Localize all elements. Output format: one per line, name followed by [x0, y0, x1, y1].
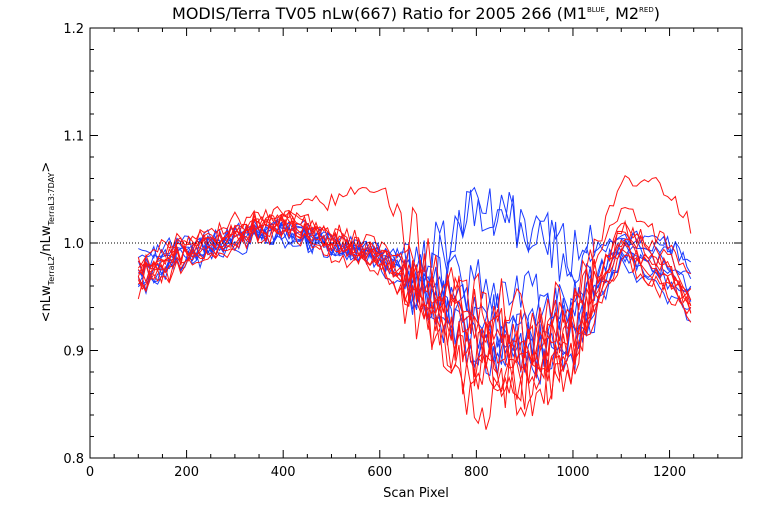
y-tick-label: 1.1: [63, 130, 84, 145]
x-axis-label: Scan Pixel: [383, 486, 449, 501]
series-line-m2-9: [137, 215, 692, 372]
y-tick-label: 0.8: [63, 452, 84, 467]
y-axis-label: <nLwTerraL2/nLwTerraL3:7DAY>: [39, 162, 56, 323]
axes: 0 200 400 600 800 1000 1200 0.8 0.9 1.0 1.1 1.2: [63, 22, 743, 480]
x-tick-label: 200: [174, 465, 199, 480]
x-tick-label: 0: [86, 465, 94, 480]
x-tick-label: 400: [271, 465, 296, 480]
series-line-m2-3: [137, 174, 692, 369]
y-tick-label: 1.2: [63, 22, 84, 37]
series-line-m2-10: [137, 205, 692, 364]
chart-title: MODIS/Terra TV05 nLw(667) Ratio for 2005…: [172, 4, 660, 23]
x-tick-label: 1000: [556, 465, 589, 480]
series-line-m2-7: [137, 206, 691, 340]
plot-area: [90, 174, 742, 430]
y-tick-label: 0.9: [63, 345, 84, 360]
x-tick-label: 600: [367, 465, 392, 480]
series-line-m2-8: [138, 219, 692, 418]
x-tick-label: 800: [464, 465, 489, 480]
series-line-m2-4: [138, 221, 692, 430]
x-tick-label: 1200: [653, 465, 686, 480]
series-line-m1-6: [137, 220, 692, 356]
y-tick-label: 1.0: [63, 237, 84, 252]
